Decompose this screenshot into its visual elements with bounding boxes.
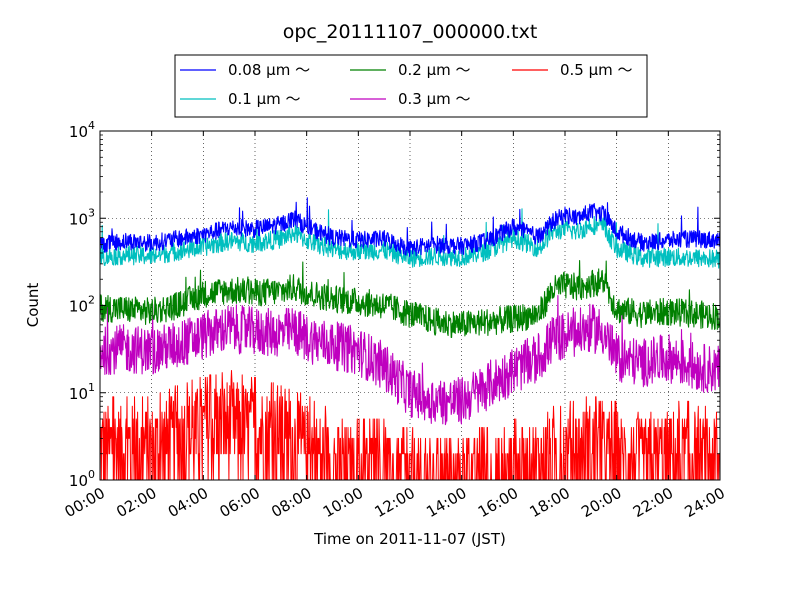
- legend-label-0: 0.08 μm ～: [228, 61, 310, 79]
- chart-title: opc_20111107_000000.txt: [283, 21, 538, 43]
- y-tick-label: 100: [69, 468, 95, 490]
- y-tick-label: 104: [69, 119, 95, 141]
- legend-label-3: 0.3 μm ～: [398, 90, 471, 108]
- y-tick-base: 10: [69, 298, 88, 316]
- y-tick-label: 102: [69, 294, 95, 316]
- y-tick-base: 10: [69, 385, 88, 403]
- y-tick-label: 101: [69, 381, 95, 403]
- legend-label-1: 0.1 μm ～: [228, 90, 301, 108]
- legend: 0.08 μm ～ 0.1 μm ～ 0.2 μm ～ 0.3 μm ～ 0.5 μm …: [174, 54, 648, 118]
- y-tick-label: 103: [69, 206, 95, 228]
- legend-box: [174, 54, 648, 118]
- y-tick-exponent: 0: [88, 468, 95, 481]
- series-line-3: [99, 295, 721, 426]
- y-tick-exponent: 1: [88, 381, 95, 394]
- legend-label-4: 0.5 μm ～: [560, 61, 633, 79]
- legend-label-2: 0.2 μm ～: [398, 61, 471, 79]
- series-line-2: [99, 260, 721, 339]
- y-tick-base: 10: [69, 472, 88, 490]
- series-line-4: [99, 370, 721, 481]
- y-tick-base: 10: [69, 123, 88, 141]
- y-tick-exponent: 3: [88, 206, 95, 219]
- y-tick-base: 10: [69, 210, 88, 228]
- series-layer: [99, 197, 721, 481]
- y-tick-exponent: 2: [88, 294, 95, 307]
- series-line-0: [99, 197, 721, 257]
- series-line-1: [99, 208, 721, 269]
- x-axis-label: Time on 2011-11-07 (JST): [313, 530, 506, 548]
- y-axis-label: Count: [24, 283, 42, 328]
- grid-lines: [100, 131, 720, 480]
- axis-ticks: [99, 130, 721, 481]
- y-tick-exponent: 4: [88, 119, 95, 132]
